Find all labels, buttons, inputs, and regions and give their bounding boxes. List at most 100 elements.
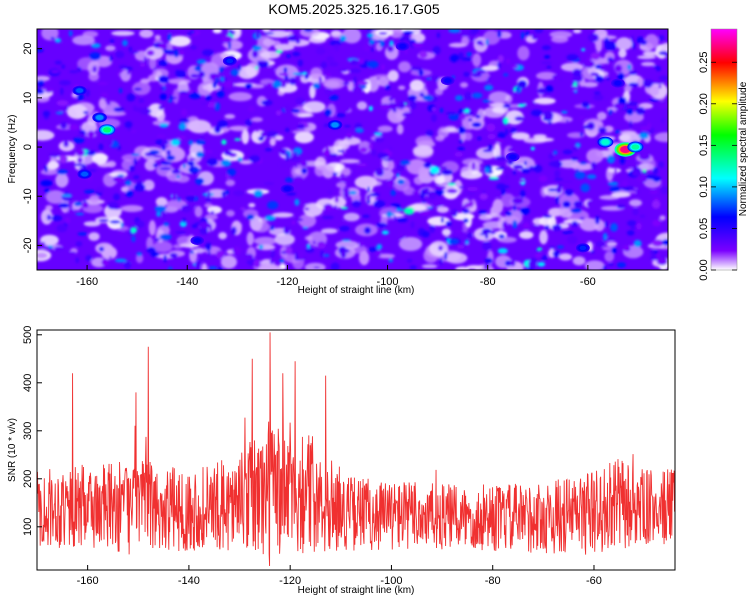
heatmap-cell [468,118,473,122]
heatmap-cell [56,224,68,233]
heatmap-cell [189,92,202,99]
y-tick-label: 10 [22,92,34,104]
heatmap-cell [177,135,186,140]
heatmap-cell [66,104,88,120]
heatmap-cell [263,32,275,35]
heatmap-cell [659,102,668,110]
heatmap-cell [326,47,337,57]
heatmap-cell [632,208,639,216]
heatmap-cell [495,167,505,171]
heatmap-cell [377,152,389,159]
heatmap-cell [459,112,466,121]
heatmap-cell [206,101,218,108]
heatmap-cell [566,54,579,61]
heatmap-cell [133,183,146,192]
heatmap-cell [205,150,213,154]
heatmap-cell [574,171,586,180]
heatmap-cell [146,246,156,254]
heatmap-cell [630,35,635,43]
heatmap-cell [214,102,221,111]
heatmap-cell [89,194,100,204]
heatmap-cell [148,149,160,155]
heatmap-cell [296,123,306,129]
heatmap-cell [133,87,143,92]
heatmap-cell [237,157,243,162]
heatmap-cell [492,198,504,214]
heatmap-cell [156,164,175,177]
heatmap-cell [594,75,605,83]
heatmap-cell [572,68,582,76]
heatmap-cell [398,85,406,91]
heatmap-cell [292,147,303,156]
heatmap-cell [83,221,101,227]
heatmap-cell [271,40,281,47]
snr-y-axis-label: SNR (10 * v/v) [7,418,18,482]
heatmap-cell [44,88,54,93]
heatmap-cell [194,260,201,270]
heatmap-cell [61,64,66,69]
x-tick-label: -60 [586,575,602,587]
heatmap-cell [488,176,500,180]
heatmap-cell [172,88,180,104]
heatmap-cell [375,222,388,228]
heatmap-cell [76,66,82,73]
heatmap-cell [98,218,109,223]
heatmap-cell [248,203,256,208]
heatmap-cell [336,112,346,118]
heatmap-cell [583,60,595,69]
heatmap-cell [506,58,511,65]
heatmap-cell [89,52,102,61]
heatmap-cell [75,257,80,264]
heatmap-cell [520,31,525,40]
heatmap-cell [229,125,249,132]
heatmap-cell [395,231,406,240]
heatmap-cell [295,97,306,105]
heatmap-cell [205,242,212,252]
heatmap-cell [631,166,642,176]
heatmap-cell [115,50,125,59]
heatmap-cell [421,199,427,204]
heatmap-cell [471,161,476,171]
heatmap-cell [547,121,553,124]
heatmap-y-axis-label: Frequency (Hz) [7,115,18,184]
heatmap-cell [246,214,255,220]
heatmap-cell [357,80,369,86]
heatmap-cell [228,41,232,50]
heatmap-cell [438,245,444,251]
heatmap-cell [387,70,399,82]
heatmap-cell [425,129,434,137]
heatmap-cell [427,216,451,226]
heatmap-cell [194,65,202,72]
heatmap-cell [269,258,275,265]
colorbar-frame [710,28,738,271]
heatmap-cell [512,170,516,175]
heatmap-cell [434,188,445,196]
heatmap-cell [350,68,362,74]
heatmap-cell [207,190,211,200]
heatmap-cell [294,217,304,222]
heatmap-cell [195,151,205,158]
heatmap-cell [205,94,212,102]
heatmap-cell [292,51,301,57]
heatmap-cell [64,217,71,224]
heatmap-cell [40,246,50,249]
heatmap-cell [607,181,619,186]
colorbar-label: Normalized spectral amplitude [738,81,749,216]
heatmap-cell [497,132,506,139]
heatmap-cell [402,30,414,35]
heatmap-cell [175,70,186,78]
heatmap-cell [289,156,301,162]
heatmap-cell [171,169,181,175]
heatmap-cell [445,111,457,115]
x-tick-label: -60 [580,276,596,288]
heatmap-cell [630,226,636,230]
heatmap-cell [341,148,345,157]
heatmap-cell [395,208,404,212]
heatmap-cell [554,178,564,181]
heatmap-cell [598,127,607,134]
heatmap-cell [323,254,330,257]
heatmap-cell [332,172,338,176]
heatmap-cell [272,80,282,89]
heatmap-cell [90,43,101,49]
heatmap-cell [466,52,473,57]
